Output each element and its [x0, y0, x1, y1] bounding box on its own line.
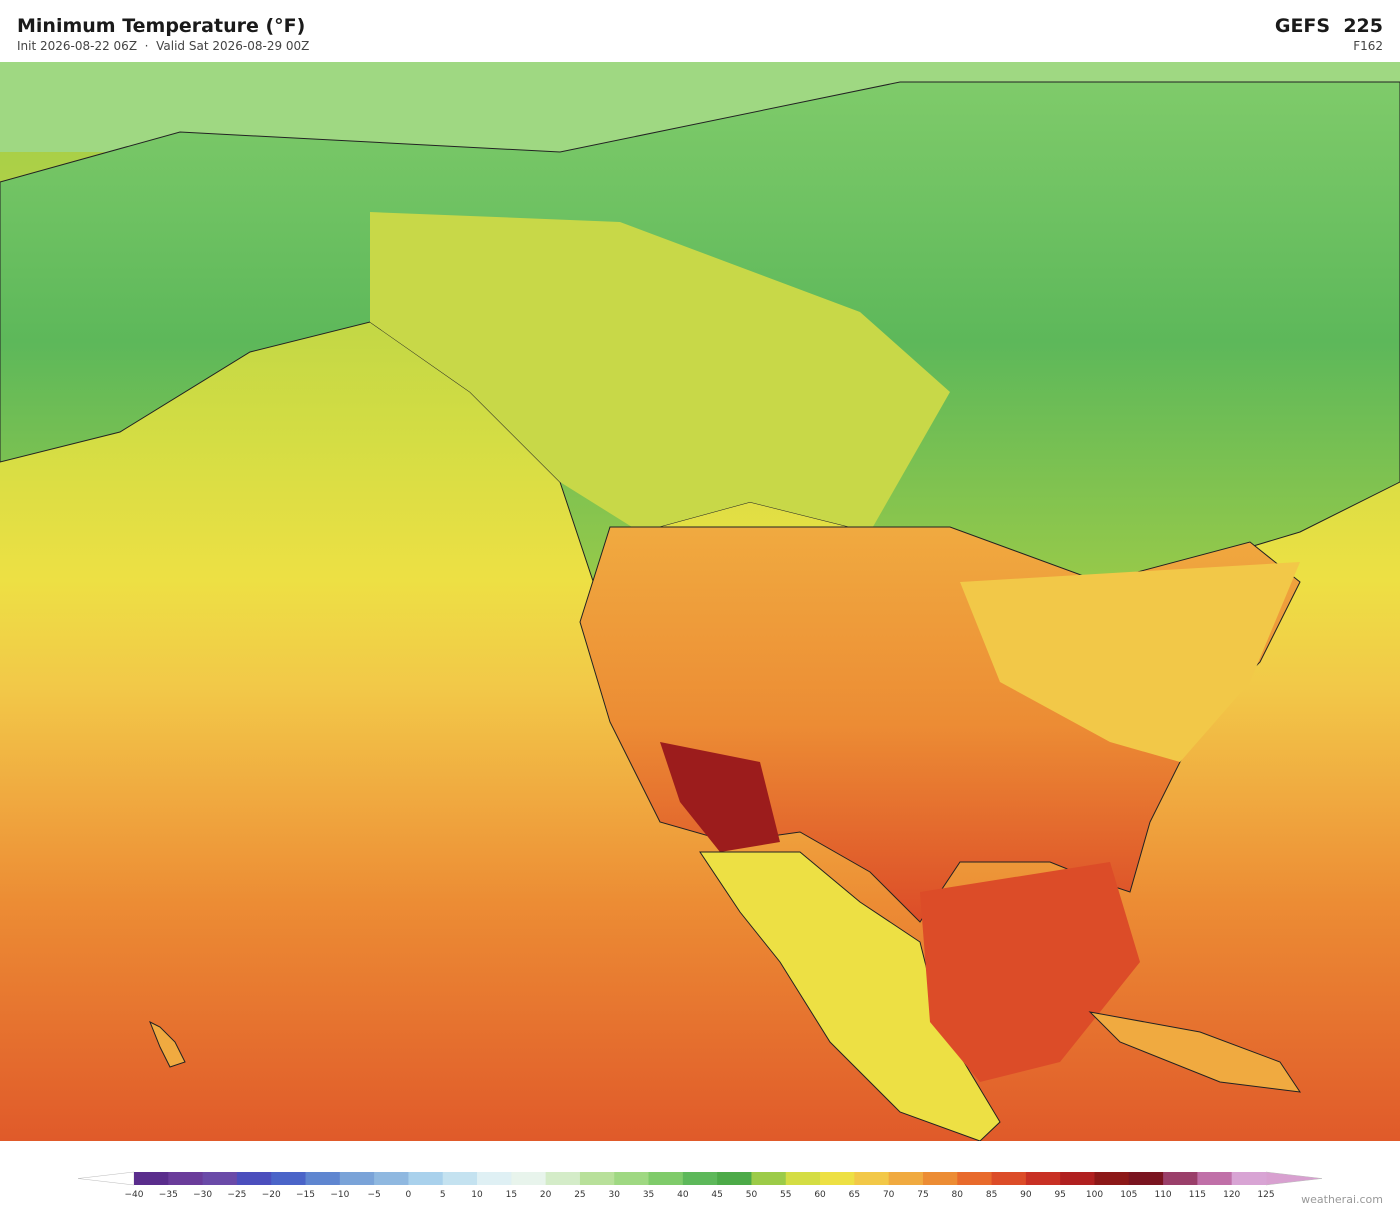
colorbar-swatch — [1163, 1172, 1198, 1185]
colorbar-swatch — [511, 1172, 547, 1185]
colorbar-swatch — [682, 1172, 718, 1185]
colorbar-tick-label: 100 — [1086, 1190, 1103, 1200]
northeast — [960, 562, 1300, 762]
colorbar-swatch — [1197, 1172, 1233, 1185]
colorbar-tick-label: 85 — [986, 1190, 997, 1200]
colorbar-tick-label: −10 — [330, 1190, 349, 1200]
colorbar-tick-label: 70 — [883, 1190, 895, 1200]
colorbar-swatch — [339, 1172, 375, 1185]
colorbar-swatch — [888, 1172, 924, 1185]
valid-time: Valid Sat 2026-08-29 00Z — [156, 39, 310, 53]
colorbar-swatch — [545, 1172, 581, 1185]
model-name: GEFS 225 — [1274, 15, 1383, 37]
colorbar-tick-label: 5 — [440, 1190, 446, 1200]
colorbar-swatch — [579, 1172, 615, 1185]
map-title: Minimum Temperature (°F) — [17, 15, 306, 37]
colorbar-swatch — [648, 1172, 684, 1185]
colorbar-tick-label: 30 — [609, 1190, 621, 1200]
colorbar-swatch — [922, 1172, 958, 1185]
colorbar-tick-label: 95 — [1054, 1190, 1065, 1200]
colorbar-tick-label: 115 — [1189, 1190, 1206, 1200]
colorbar-swatch — [957, 1172, 993, 1185]
colorbar-under — [77, 1171, 135, 1186]
colorbar-tick-label: 60 — [814, 1190, 826, 1200]
colorbar-tick-label: 50 — [746, 1190, 758, 1200]
colorbar-swatch — [614, 1172, 650, 1185]
colorbar: −40 −35 −30 −25 −20 −15 −10 −5 0 5 10 15 20 25 30 35 40 4… — [77, 1171, 1323, 1200]
colorbar-tick-label: 35 — [643, 1190, 654, 1200]
map — [0, 62, 1400, 1141]
gulf — [920, 862, 1140, 1082]
map-subtitle: Init 2026-08-22 06Z · Valid Sat 2026-08-… — [17, 39, 310, 53]
colorbar-tick-label: −35 — [159, 1190, 178, 1200]
colorbar-tick-label: −30 — [193, 1190, 212, 1200]
colorbar-swatch — [1060, 1172, 1095, 1185]
colorbar-tick-label: 45 — [711, 1190, 722, 1200]
colorbar-tick-label: 65 — [849, 1190, 860, 1200]
colorbar-tick-label: −40 — [125, 1190, 144, 1200]
forecast-hour: F162 — [1353, 39, 1383, 53]
colorbar-swatch — [717, 1172, 752, 1185]
colorbar-swatch — [202, 1172, 238, 1185]
colorbar-swatch — [1128, 1172, 1164, 1185]
desert-southwest — [660, 742, 780, 852]
colorbar-tick-label: 110 — [1154, 1190, 1171, 1200]
colorbar-swatch — [374, 1172, 409, 1185]
colorbar-swatch — [305, 1172, 341, 1185]
colorbar-tick-label: −20 — [262, 1190, 281, 1200]
hawaii — [149, 1020, 186, 1068]
caribbean-islands — [1088, 1011, 1302, 1093]
colorbar-swatch — [1231, 1172, 1267, 1185]
colorbar-swatch — [408, 1172, 444, 1185]
colorbar-tick-label: −5 — [367, 1190, 380, 1200]
colorbar-swatch — [442, 1172, 478, 1185]
prairies — [370, 212, 950, 532]
colorbar-tick-label: 75 — [917, 1190, 928, 1200]
colorbar-tick-label: 15 — [506, 1190, 517, 1200]
colorbar-tick-label: 40 — [677, 1190, 689, 1200]
colorbar-tick-label: 10 — [471, 1190, 483, 1200]
colorbar-tick-label: 20 — [540, 1190, 552, 1200]
colorbar-swatch — [271, 1172, 307, 1185]
init-time: Init 2026-08-22 06Z — [17, 39, 138, 53]
colorbar-tick-label: 105 — [1120, 1190, 1137, 1200]
colorbar-swatch — [1025, 1172, 1061, 1185]
colorbar-swatch — [477, 1172, 512, 1185]
colorbar-swatch — [785, 1172, 821, 1185]
colorbar-swatch — [1094, 1172, 1130, 1185]
credit: weatherai.com — [1301, 1193, 1383, 1206]
colorbar-swatch — [820, 1172, 855, 1185]
colorbar-tick-label: −25 — [227, 1190, 246, 1200]
colorbar-tick-label: 25 — [574, 1190, 585, 1200]
colorbar-over — [1265, 1171, 1323, 1186]
colorbar-tick-label: −15 — [296, 1190, 315, 1200]
colorbar-swatch — [134, 1172, 169, 1185]
colorbar-tick-label: 55 — [780, 1190, 791, 1200]
colorbar-swatch — [854, 1172, 890, 1185]
mexico — [699, 851, 1001, 1141]
colorbar-swatch — [168, 1172, 204, 1185]
colorbar-tick-label: 90 — [1020, 1190, 1032, 1200]
colorbar-tick-label: 0 — [406, 1190, 412, 1200]
colorbar-tick-label: 120 — [1223, 1190, 1240, 1200]
colorbar-tick-label: 80 — [952, 1190, 964, 1200]
colorbar-swatch — [236, 1172, 272, 1185]
colorbar-swatch — [751, 1172, 787, 1185]
colorbar-tick-label: 125 — [1257, 1190, 1274, 1200]
colorbar-swatch — [991, 1172, 1027, 1185]
